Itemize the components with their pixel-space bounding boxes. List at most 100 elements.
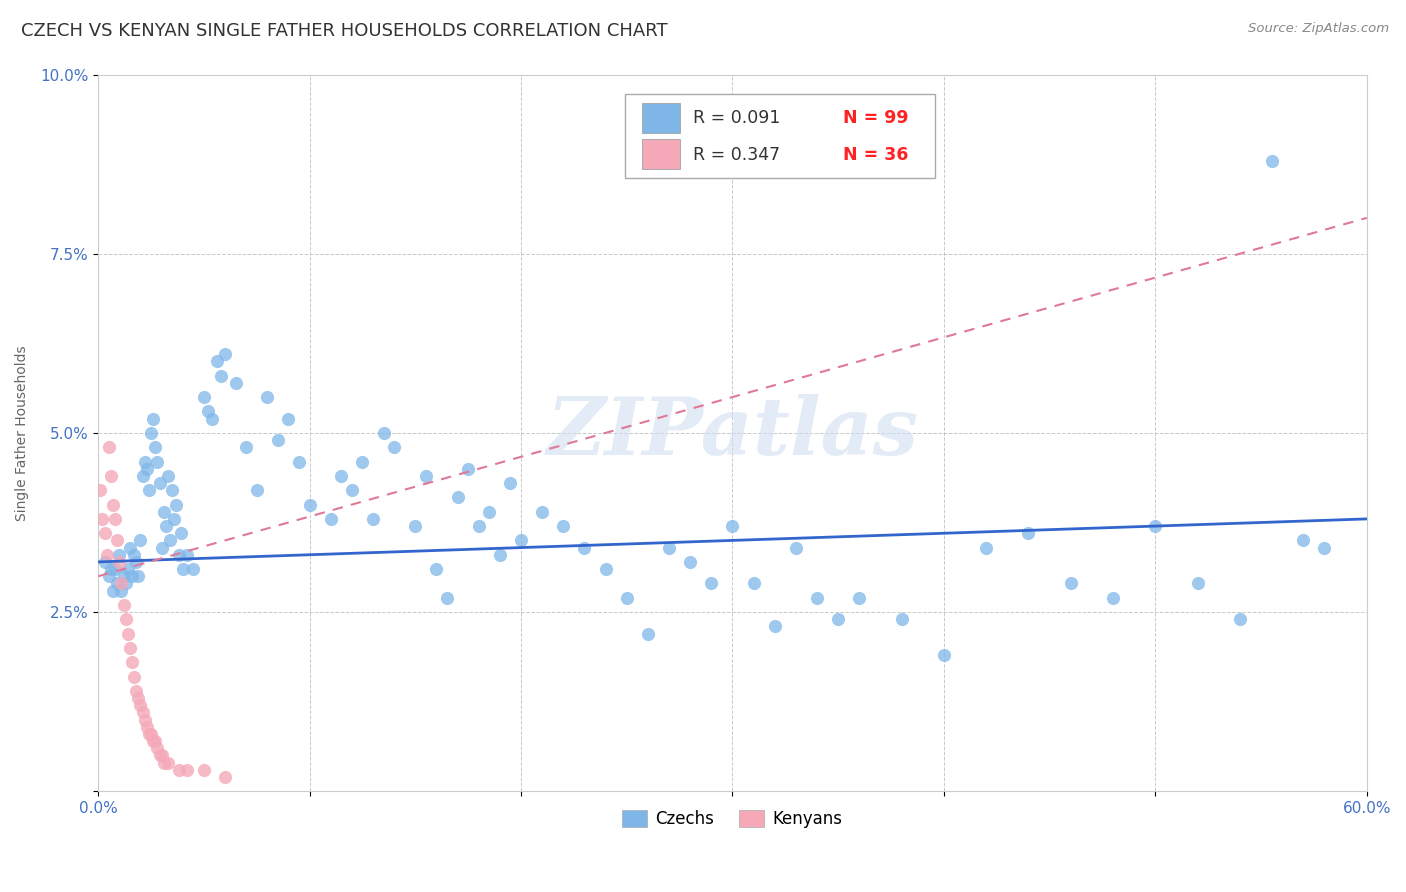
Point — [127, 691, 149, 706]
Text: R = 0.091: R = 0.091 — [693, 109, 780, 127]
Point — [246, 483, 269, 498]
Point — [700, 576, 723, 591]
Point — [373, 425, 395, 440]
Point — [478, 505, 501, 519]
Point — [129, 533, 152, 548]
Point — [156, 756, 179, 770]
Point — [340, 483, 363, 498]
Text: N = 36: N = 36 — [842, 145, 908, 164]
Point — [1260, 153, 1282, 168]
Point — [125, 684, 148, 698]
Point — [105, 533, 128, 548]
Point — [436, 591, 458, 605]
Text: R = 0.347: R = 0.347 — [693, 145, 780, 164]
Point — [127, 569, 149, 583]
Point — [143, 440, 166, 454]
Point — [138, 727, 160, 741]
Point — [1060, 576, 1083, 591]
Legend: Czechs, Kenyans: Czechs, Kenyans — [616, 803, 849, 835]
Point — [148, 476, 170, 491]
Point — [176, 548, 198, 562]
Point — [143, 734, 166, 748]
Point — [1229, 612, 1251, 626]
Point — [117, 626, 139, 640]
Point — [93, 526, 115, 541]
Point — [193, 763, 215, 777]
Point — [415, 469, 437, 483]
Point — [131, 469, 153, 483]
Point — [1292, 533, 1315, 548]
Point — [763, 619, 786, 633]
Point — [114, 612, 136, 626]
Point — [167, 763, 190, 777]
Point — [499, 476, 522, 491]
Point — [163, 512, 186, 526]
Point — [742, 576, 765, 591]
Point — [256, 390, 278, 404]
Point — [806, 591, 828, 605]
Point — [129, 698, 152, 713]
Point — [93, 555, 115, 569]
FancyBboxPatch shape — [624, 94, 935, 178]
Point — [138, 483, 160, 498]
Point — [122, 548, 145, 562]
Text: N = 99: N = 99 — [842, 109, 908, 127]
Point — [152, 756, 174, 770]
Text: ZIPatlas: ZIPatlas — [547, 394, 918, 472]
Text: CZECH VS KENYAN SINGLE FATHER HOUSEHOLDS CORRELATION CHART: CZECH VS KENYAN SINGLE FATHER HOUSEHOLDS… — [21, 22, 668, 40]
Point — [169, 526, 191, 541]
Point — [135, 720, 157, 734]
Point — [101, 498, 124, 512]
Point — [96, 548, 118, 562]
Point — [489, 548, 512, 562]
Point — [1313, 541, 1336, 555]
Point — [848, 591, 870, 605]
Point — [890, 612, 912, 626]
Point — [150, 748, 173, 763]
Point — [142, 411, 165, 425]
Point — [146, 741, 169, 756]
Point — [108, 548, 131, 562]
Point — [574, 541, 596, 555]
Point — [616, 591, 638, 605]
Point — [288, 454, 311, 468]
Point — [298, 498, 321, 512]
Point — [172, 562, 194, 576]
Point — [142, 734, 165, 748]
Point — [121, 569, 143, 583]
Point — [176, 763, 198, 777]
Point — [553, 519, 575, 533]
Point — [101, 583, 124, 598]
Point — [457, 461, 479, 475]
Point — [201, 411, 224, 425]
Point — [139, 727, 162, 741]
Point — [267, 433, 290, 447]
Point — [932, 648, 955, 662]
Y-axis label: Single Father Households: Single Father Households — [15, 345, 30, 521]
Point — [167, 548, 190, 562]
Point — [319, 512, 342, 526]
Point — [165, 498, 187, 512]
Point — [112, 569, 135, 583]
Point — [225, 376, 247, 390]
Point — [97, 569, 120, 583]
Point — [658, 541, 681, 555]
Point — [100, 469, 122, 483]
Point — [214, 347, 236, 361]
Point — [125, 555, 148, 569]
Point — [446, 491, 468, 505]
Point — [121, 655, 143, 669]
Point — [637, 626, 659, 640]
Point — [148, 748, 170, 763]
Point — [510, 533, 533, 548]
Point — [595, 562, 617, 576]
Point — [118, 640, 141, 655]
Point — [160, 483, 183, 498]
Point — [150, 541, 173, 555]
Point — [131, 706, 153, 720]
Point — [721, 519, 744, 533]
Point — [104, 512, 127, 526]
Point — [382, 440, 405, 454]
Point — [117, 562, 139, 576]
Point — [330, 469, 353, 483]
